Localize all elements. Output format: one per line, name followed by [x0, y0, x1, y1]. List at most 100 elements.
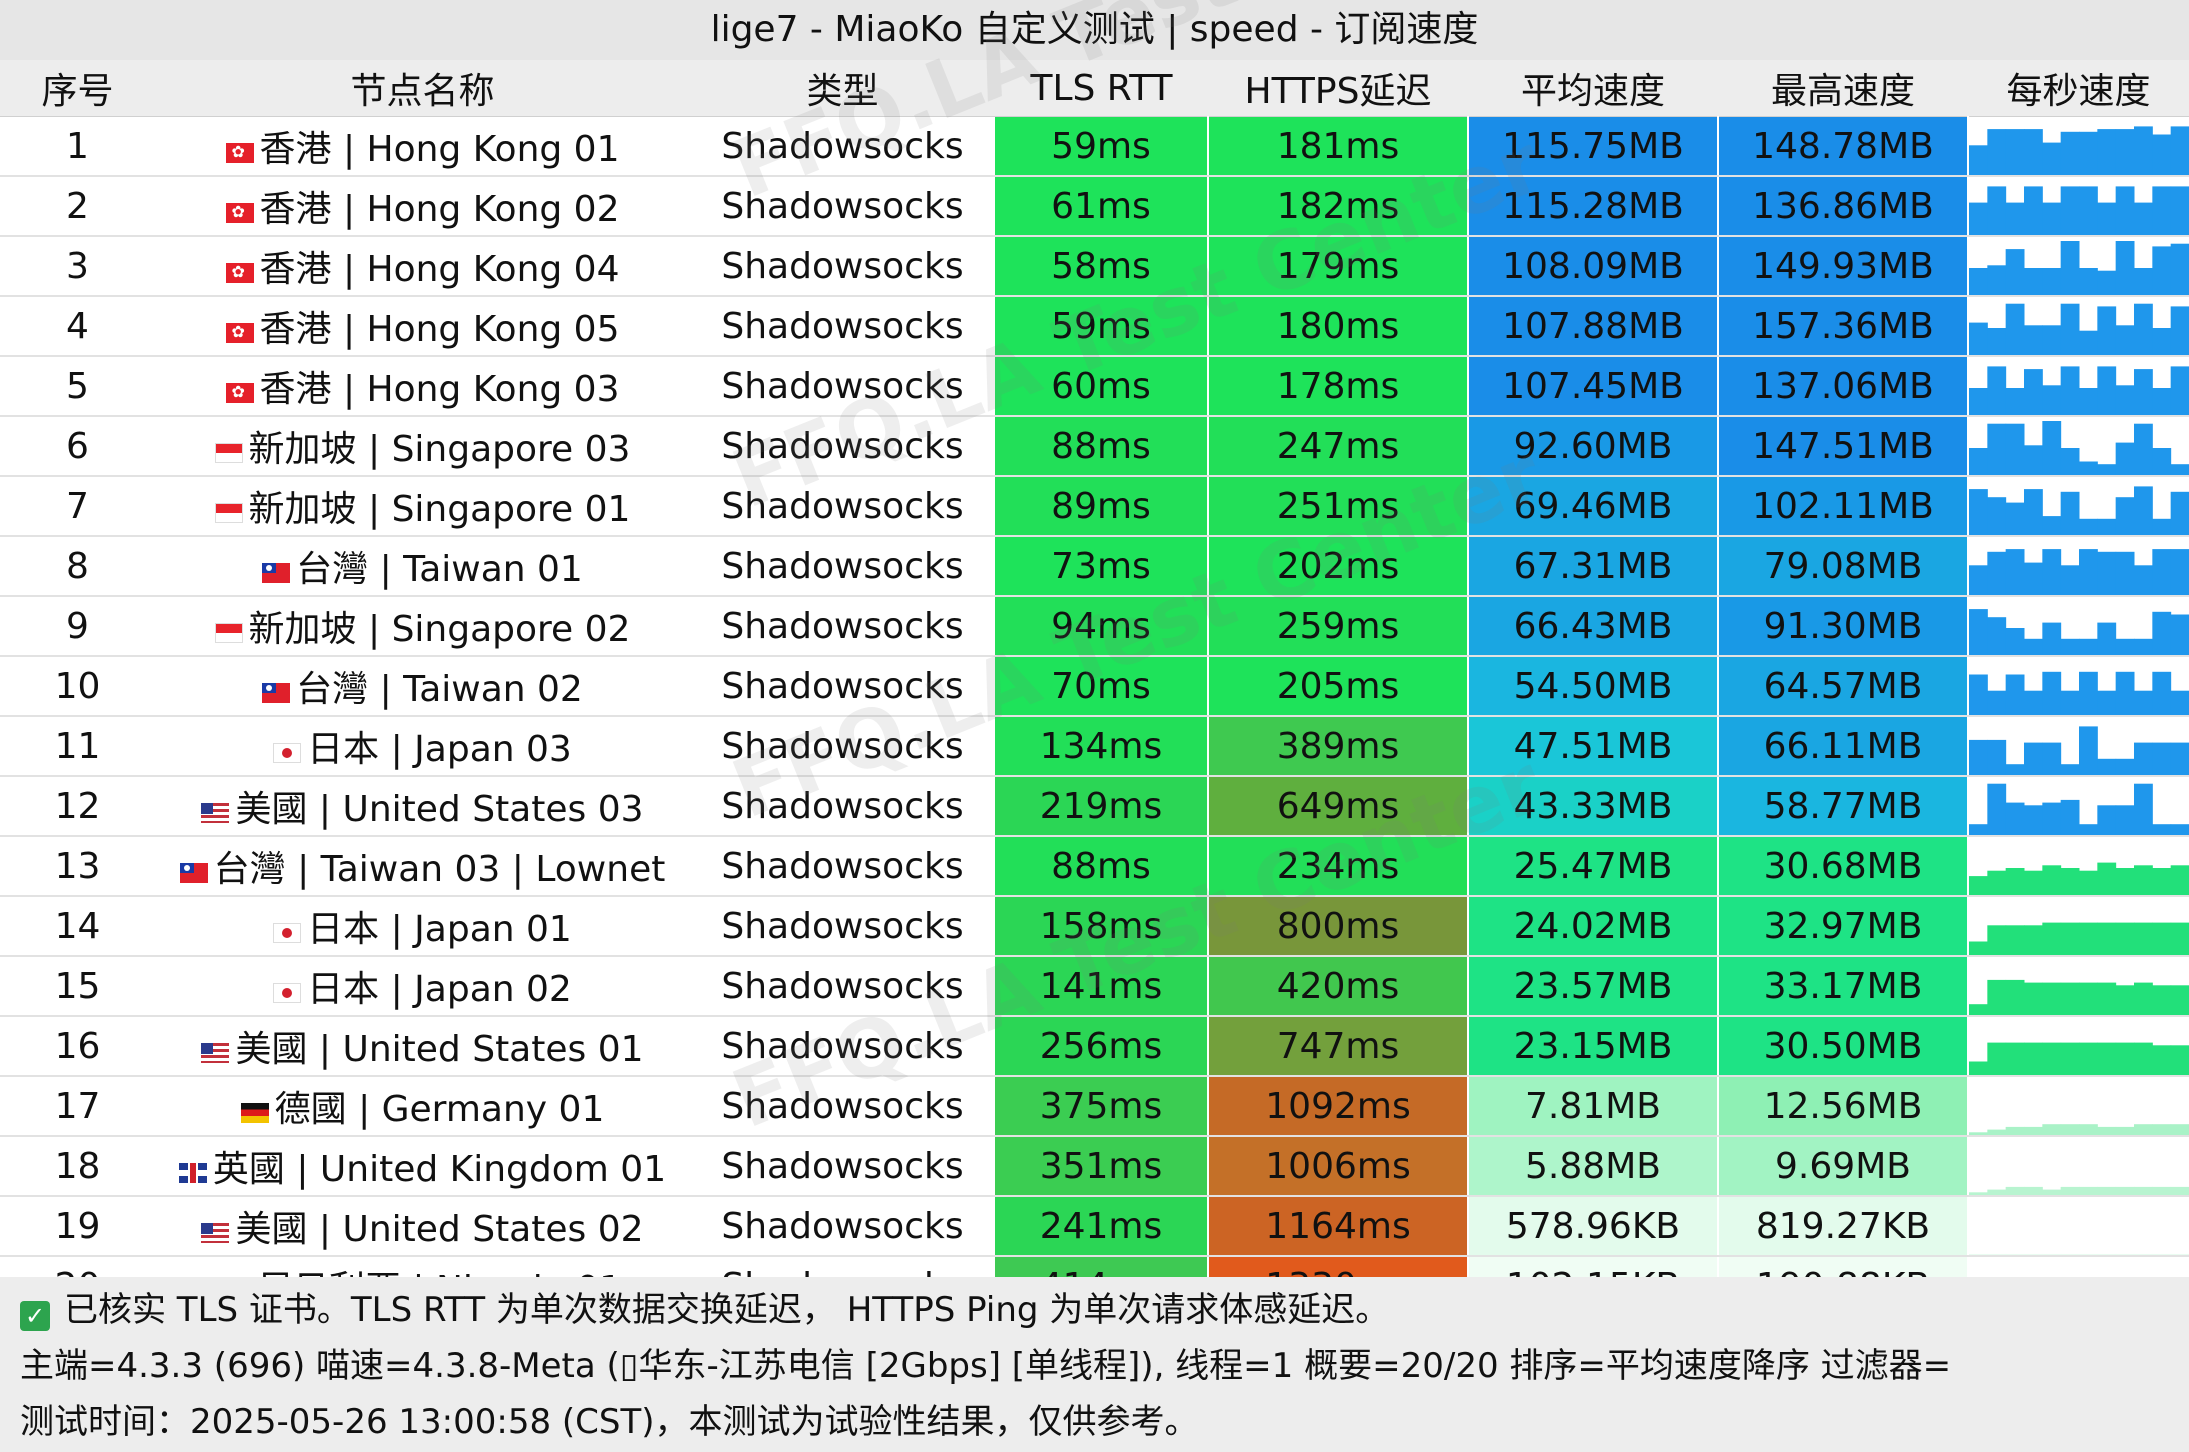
sparkline-bar: [2115, 805, 2135, 834]
tw-flag-icon: [179, 863, 208, 883]
sparkline-bar: [2152, 985, 2172, 1014]
sparkline-bar: [2152, 388, 2172, 414]
node-type: Shadowsocks: [690, 236, 995, 297]
sparkline-bar: [2097, 805, 2117, 834]
sparkline-bar: [2152, 824, 2172, 834]
sparkline-bar: [2152, 1045, 2172, 1074]
per-second-sparkline: [1969, 671, 2189, 714]
sparkline-bar: [2024, 870, 2043, 894]
us-flag-icon: [201, 803, 230, 823]
sparkline-bar: [2042, 325, 2062, 354]
per-second-sparkline: [1969, 783, 2189, 834]
sparkline-bar: [2079, 131, 2098, 175]
sparkline-bar: [2005, 202, 2025, 234]
sparkline-bar: [2060, 764, 2080, 774]
max-speed: 136.86MB: [1718, 176, 1969, 237]
avg-speed: 24.02MB: [1468, 896, 1719, 957]
per-second-sparkline: [1969, 609, 2189, 654]
sparkline-bar: [2060, 638, 2080, 654]
sparkline-bar: [2170, 922, 2189, 954]
sparkline-bar: [2170, 824, 2189, 834]
node-type: Shadowsocks: [690, 476, 995, 537]
sparkline-bar: [2097, 690, 2117, 714]
table-row: 5 香港 | Hong Kong 03 Shadowsocks 60ms 178ms 10…: [0, 356, 2189, 417]
sparkline-bar: [1969, 609, 1988, 654]
sparkline-bar: [2152, 518, 2172, 534]
sparkline-bar: [2042, 802, 2062, 834]
per-second-speed: [1968, 836, 2189, 897]
sparkline-bar: [2152, 922, 2172, 954]
header-name: 节点名称: [155, 60, 690, 117]
table-row: 1 香港 | Hong Kong 01 Shadowsocks 59ms 181ms 11…: [0, 116, 2189, 177]
sparkline-bar: [2042, 549, 2062, 594]
node-name: 美國 | United States 03: [235, 789, 644, 830]
node-name-cell: 英國 | United Kingdom 01: [155, 1136, 690, 1197]
us-flag-icon: [201, 1043, 230, 1063]
sparkline-bar: [2170, 1045, 2189, 1074]
node-name: 香港 | Hong Kong 02: [259, 189, 620, 230]
sparkline-bar: [2170, 985, 2189, 1014]
sparkline-bar: [2134, 126, 2153, 175]
max-speed: 819.27KB: [1718, 1196, 1969, 1257]
sparkline-bar: [2005, 303, 2025, 354]
check-icon: ✓: [20, 1301, 50, 1331]
sparkline-bar: [2060, 1042, 2080, 1074]
sparkline-bar: [2060, 186, 2080, 234]
node-name: 日本 | Japan 01: [307, 909, 572, 950]
https-latency: 1164ms: [1208, 1196, 1469, 1257]
header-tls: TLS RTT: [995, 60, 1208, 117]
sparkline-bar: [2097, 366, 2117, 414]
sparkline-bar: [2079, 671, 2098, 714]
sparkline-bar: [2042, 1253, 2062, 1254]
node-type: Shadowsocks: [690, 596, 995, 657]
table-row: 19 美國 | United States 02 Shadowsocks 241ms 1…: [0, 1196, 2189, 1257]
node-name: 香港 | Hong Kong 04: [259, 249, 620, 290]
sparkline-bar: [2134, 565, 2153, 594]
sparkline-bar: [2042, 1042, 2062, 1074]
sparkline-bar: [2134, 423, 2153, 474]
table-row: 10 台灣 | Taiwan 02 Shadowsocks 70ms 205ms 54.5…: [0, 656, 2189, 717]
table-row: 4 香港 | Hong Kong 05 Shadowsocks 59ms 180ms 10…: [0, 296, 2189, 357]
sparkline-bar: [2024, 742, 2043, 774]
sparkline-bar: [2079, 186, 2098, 234]
node-name: 日本 | Japan 02: [307, 969, 572, 1010]
sparkline-bar: [2005, 549, 2025, 594]
table-row: 3 香港 | Hong Kong 04 Shadowsocks 58ms 179ms 10…: [0, 236, 2189, 297]
per-second-sparkline: [1969, 421, 2189, 474]
avg-speed: 54.50MB: [1468, 656, 1719, 717]
table-row: 12 美國 | United States 03 Shadowsocks 219ms 6…: [0, 776, 2189, 837]
sparkline-bar: [2152, 549, 2172, 594]
sparkline-bar: [2042, 202, 2062, 234]
sparkline-bar: [2134, 1042, 2153, 1074]
sparkline-bar: [2042, 1124, 2062, 1134]
footer-note: 已核实 TLS 证书。TLS RTT 为单次数据交换延迟， HTTPS Ping…: [64, 1290, 1390, 1330]
https-latency: 234ms: [1208, 836, 1469, 897]
sparkline-bar: [1987, 739, 2007, 774]
max-speed: 102.11MB: [1718, 476, 1969, 537]
per-second-speed: [1968, 1016, 2189, 1077]
sparkline-bar: [2042, 742, 2062, 774]
node-type: Shadowsocks: [690, 896, 995, 957]
avg-speed: 108.09MB: [1468, 236, 1719, 297]
sparkline-bar: [1969, 674, 1988, 714]
https-latency: 1092ms: [1208, 1076, 1469, 1137]
node-name: 德國 | Germany 01: [274, 1089, 605, 1130]
sparkline-bar: [2152, 1253, 2172, 1254]
sparkline-bar: [2134, 202, 2153, 234]
sparkline-bar: [2005, 388, 2025, 414]
sparkline-bar: [1969, 202, 1988, 234]
sparkline-bar: [2115, 985, 2135, 1014]
node-name-cell: 美國 | United States 03: [155, 776, 690, 837]
header-index: 序号: [0, 60, 155, 117]
footer: ✓ 已核实 TLS 证书。TLS RTT 为单次数据交换延迟， HTTPS Pin…: [0, 1277, 2189, 1452]
sparkline-bar: [2152, 742, 2172, 774]
sparkline-bar: [1969, 1061, 1988, 1074]
sparkline-bar: [2134, 783, 2153, 834]
sparkline-bar: [1987, 186, 2007, 234]
jp-flag-icon: [273, 923, 302, 943]
avg-speed: 25.47MB: [1468, 836, 1719, 897]
https-latency: 251ms: [1208, 476, 1469, 537]
per-second-speed: [1968, 896, 2189, 957]
hk-flag-icon: [225, 382, 254, 403]
sparkline-bar: [2005, 979, 2025, 1014]
